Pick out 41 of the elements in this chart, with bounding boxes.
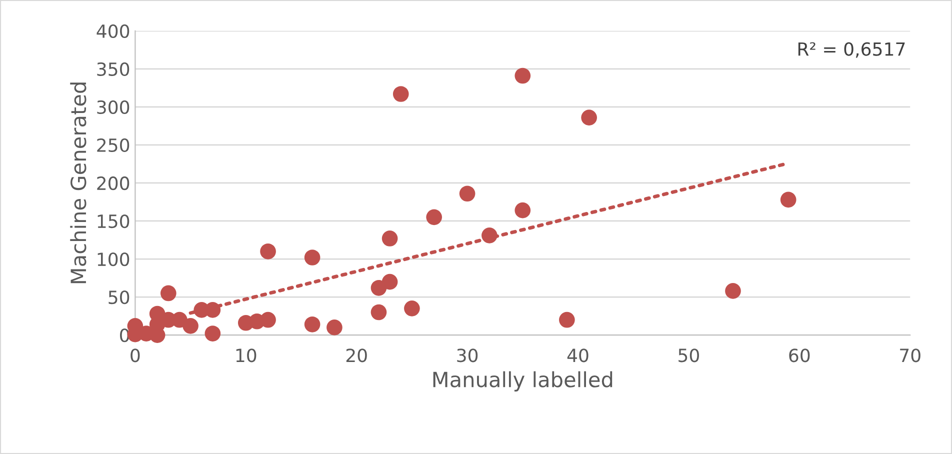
x-tick-label: 20 [346,348,367,362]
point [514,68,531,84]
y-tick-label: 100 [98,252,130,266]
annotation: R² = 0,6517 [798,42,905,58]
point [404,300,420,316]
point [581,110,597,126]
y-tick-label: 50 [108,290,130,304]
point [392,86,409,102]
point [382,274,398,290]
point [304,250,320,266]
y-tick-label: 150 [98,214,130,228]
y-tick-label: 400 [96,24,130,38]
point [514,202,531,218]
x-tick-label: 10 [236,348,256,362]
point [326,320,342,336]
point [304,316,320,332]
x-tick-label: 40 [567,348,588,362]
x-tick-label: 60 [789,348,810,362]
point [370,304,387,320]
point [780,192,796,208]
point [160,285,176,302]
y-tick-label: 300 [97,100,130,114]
point [559,312,575,328]
x-axis-title: Manually labelled [433,371,612,392]
point [459,186,476,202]
point [260,312,276,328]
x-tick-label: 0 [130,348,140,362]
point [426,209,442,226]
point [725,283,741,299]
x-tick-label: 70 [900,348,920,362]
x-tick-label: 50 [678,348,699,362]
y-tick-label: 250 [97,138,130,152]
point [482,228,498,244]
point [260,243,276,260]
point [382,230,398,246]
y-tick-label: 350 [97,62,130,76]
x-tick-label: 30 [457,348,478,362]
point [182,318,198,334]
y-axis-title: Machine Generated [70,82,86,284]
y-tick-label: 200 [97,176,130,190]
point [204,326,221,342]
